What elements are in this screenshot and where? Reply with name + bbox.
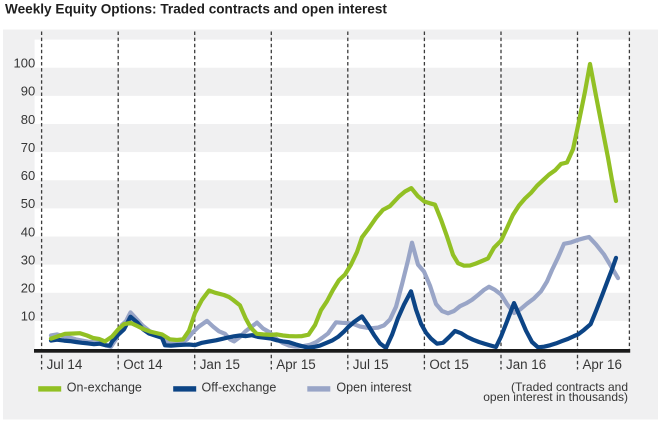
svg-text:open interest in thousands): open interest in thousands)	[483, 390, 628, 404]
svg-text:Jul 15: Jul 15	[353, 357, 389, 372]
svg-text:Weekly Equity Options: Traded: Weekly Equity Options: Traded contracts …	[5, 2, 387, 17]
svg-text:On-exchange: On-exchange	[67, 381, 142, 395]
svg-text:30: 30	[21, 252, 35, 267]
svg-text:Jan 16: Jan 16	[506, 357, 546, 372]
svg-text:10: 10	[21, 309, 35, 324]
svg-text:(Traded contracts and: (Traded contracts and	[511, 380, 628, 394]
svg-text:60: 60	[21, 168, 35, 183]
svg-text:Oct 15: Oct 15	[429, 357, 468, 372]
svg-text:40: 40	[21, 224, 35, 239]
svg-text:20: 20	[21, 281, 35, 296]
svg-text:Open interest: Open interest	[336, 381, 412, 395]
svg-text:70: 70	[21, 140, 35, 155]
svg-text:Jan 15: Jan 15	[200, 357, 240, 372]
svg-text:Jul 14: Jul 14	[47, 357, 83, 372]
svg-text:50: 50	[21, 196, 35, 211]
svg-text:Oct 14: Oct 14	[123, 357, 163, 372]
svg-text:100: 100	[13, 56, 35, 71]
svg-text:Apr 15: Apr 15	[276, 357, 315, 372]
svg-text:80: 80	[21, 112, 35, 127]
svg-text:Apr 16: Apr 16	[583, 357, 622, 372]
svg-text:90: 90	[21, 84, 35, 99]
svg-text:Off-exchange: Off-exchange	[202, 381, 277, 395]
